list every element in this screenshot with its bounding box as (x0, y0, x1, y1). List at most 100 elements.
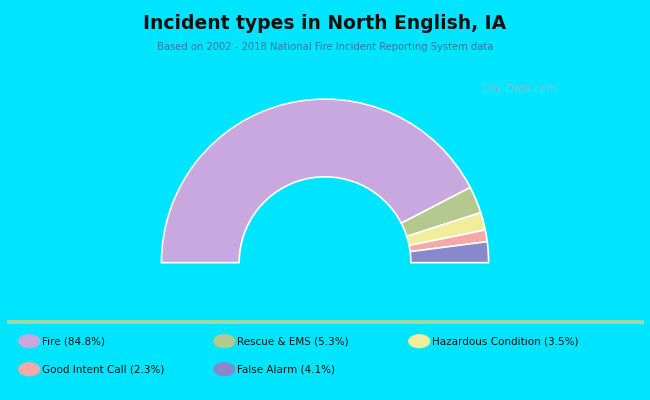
Text: Fire (84.8%): Fire (84.8%) (42, 336, 105, 346)
Bar (6, 320, 644, 322)
Bar (6, 320, 644, 322)
Bar (6, 321, 644, 323)
Bar (6, 320, 644, 323)
Bar (6, 320, 644, 323)
Bar (6, 321, 644, 324)
Bar (6, 320, 644, 323)
Bar (6, 320, 644, 322)
Bar (6, 320, 644, 322)
Bar (6, 320, 644, 322)
Bar (6, 321, 644, 323)
Bar (6, 321, 644, 323)
Bar (6, 320, 644, 323)
Bar (6, 321, 644, 324)
Text: Hazardous Condition (3.5%): Hazardous Condition (3.5%) (432, 336, 578, 346)
Bar (6, 320, 644, 322)
Bar (6, 320, 644, 323)
Bar (6, 322, 644, 324)
Bar (6, 321, 644, 323)
Bar (6, 320, 644, 322)
Bar (6, 321, 644, 323)
Bar (6, 322, 644, 324)
Bar (6, 320, 644, 322)
Bar (6, 321, 644, 323)
Bar (6, 320, 644, 323)
Bar (6, 320, 644, 322)
Bar (6, 322, 644, 324)
Bar (6, 321, 644, 324)
Wedge shape (409, 230, 488, 252)
Bar (6, 320, 644, 322)
Bar (6, 322, 644, 324)
Bar (6, 322, 644, 324)
Bar (6, 320, 644, 322)
Bar (6, 320, 644, 323)
Bar (6, 320, 644, 323)
Bar (6, 320, 644, 322)
Text: False Alarm (4.1%): False Alarm (4.1%) (237, 364, 335, 374)
Bar (6, 320, 644, 323)
Bar (6, 322, 644, 324)
Bar (6, 320, 644, 322)
Bar (6, 321, 644, 324)
Bar (6, 321, 644, 323)
Bar (6, 322, 644, 324)
Bar (6, 322, 644, 324)
Text: City-Data.com: City-Data.com (476, 84, 556, 94)
Bar (6, 321, 644, 323)
Bar (6, 321, 644, 323)
Bar (6, 321, 644, 324)
Bar (6, 320, 644, 322)
Bar (6, 320, 644, 322)
Bar (6, 321, 644, 324)
Bar (6, 320, 644, 322)
Wedge shape (410, 242, 489, 263)
Bar (6, 321, 644, 323)
Wedge shape (161, 99, 470, 263)
Bar (6, 320, 644, 323)
Bar (6, 320, 644, 322)
Bar (6, 320, 644, 322)
Bar (6, 320, 644, 323)
Bar (6, 322, 644, 324)
Wedge shape (401, 188, 481, 236)
Bar (6, 320, 644, 322)
Bar (6, 320, 644, 322)
Bar (6, 320, 644, 322)
Text: Incident types in North English, IA: Incident types in North English, IA (144, 14, 506, 33)
Text: Rescue & EMS (5.3%): Rescue & EMS (5.3%) (237, 336, 349, 346)
Bar (6, 321, 644, 324)
Bar (6, 321, 644, 323)
Bar (6, 320, 644, 322)
Bar (6, 320, 644, 323)
Bar (6, 320, 644, 322)
Bar (6, 321, 644, 323)
Bar (6, 320, 644, 322)
Bar (6, 321, 644, 324)
Bar (6, 320, 644, 322)
Bar (6, 322, 644, 324)
Bar (6, 320, 644, 322)
Bar (6, 321, 644, 323)
Bar (6, 322, 644, 324)
Bar (6, 320, 644, 322)
Bar (6, 320, 644, 322)
Bar (6, 320, 644, 322)
Bar (6, 320, 644, 323)
Bar (6, 320, 644, 322)
Bar (6, 321, 644, 324)
Bar (6, 321, 644, 323)
Wedge shape (407, 213, 486, 246)
Bar (6, 320, 644, 322)
Bar (6, 321, 644, 324)
Bar (6, 320, 644, 323)
Bar (6, 322, 644, 324)
Bar (6, 320, 644, 322)
Bar (6, 321, 644, 324)
Bar (6, 321, 644, 324)
Bar (6, 320, 644, 322)
Bar (6, 320, 644, 323)
Text: Based on 2002 - 2018 National Fire Incident Reporting System data: Based on 2002 - 2018 National Fire Incid… (157, 42, 493, 52)
Bar (6, 320, 644, 322)
Bar (6, 321, 644, 323)
